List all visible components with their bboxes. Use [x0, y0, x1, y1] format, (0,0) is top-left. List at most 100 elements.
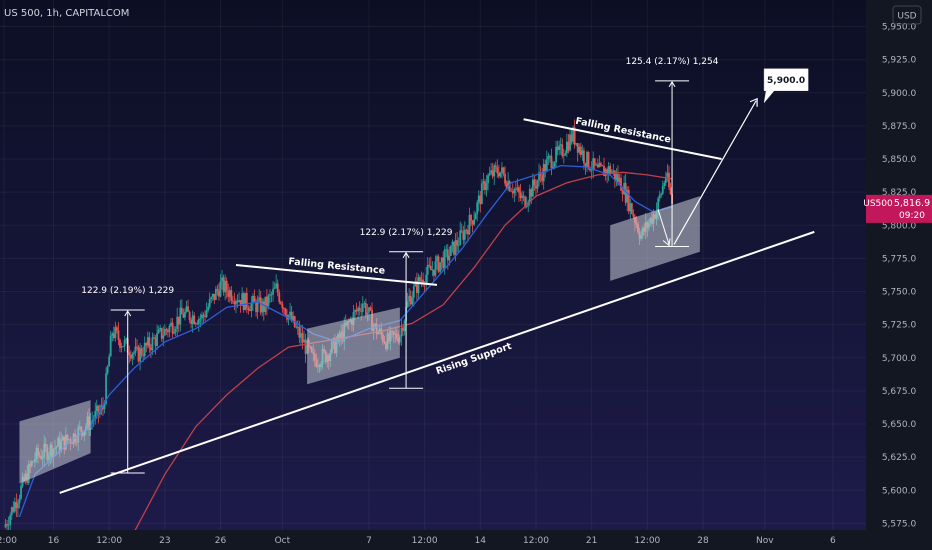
candle-body: [406, 301, 409, 308]
measure-annotation[interactable]: 125.4 (2.17%) 1,254: [626, 57, 719, 247]
candle-body: [216, 288, 219, 291]
candle-body: [518, 187, 520, 193]
candle-body: [663, 182, 666, 186]
candle-body: [207, 307, 210, 311]
candle-body: [443, 249, 446, 269]
candle-body: [276, 283, 279, 293]
candle-body: [575, 143, 578, 145]
candle-body: [479, 195, 482, 205]
candle-body: [556, 146, 559, 151]
candle-body: [168, 325, 171, 333]
candle-body: [177, 316, 180, 325]
candle-body: [173, 331, 176, 334]
candle-body: [462, 231, 465, 240]
candle-body: [586, 151, 588, 167]
candle-body: [550, 155, 553, 169]
candle-body: [411, 297, 414, 305]
price-axis[interactable]: [866, 0, 932, 550]
currency-button[interactable]: USD: [892, 5, 922, 25]
target-price-label: 5,900.0: [767, 76, 805, 86]
candle-body: [545, 159, 548, 172]
y-tick-label: 5,650.0: [882, 420, 917, 430]
rising-support-line[interactable]: [59, 230, 815, 494]
candle-body: [600, 163, 602, 166]
candle-body: [570, 134, 573, 142]
candle-body: [128, 352, 131, 356]
candle-body: [626, 189, 629, 203]
candle-body: [170, 322, 172, 326]
candle-body: [661, 185, 664, 194]
candle-body: [426, 264, 429, 275]
candle-body: [17, 503, 19, 509]
candle-body: [402, 327, 404, 332]
candle-body: [290, 311, 293, 321]
candle-body: [657, 198, 660, 211]
candle-body: [615, 174, 618, 180]
y-tick-label: 5,675.0: [882, 387, 917, 397]
candle-body: [535, 185, 537, 189]
candle-body: [244, 292, 247, 311]
candle-body: [473, 219, 476, 225]
candle-body: [607, 166, 610, 175]
measure-arrowhead: [668, 80, 676, 88]
candle-body: [558, 145, 561, 151]
candle-body: [272, 288, 274, 295]
y-tick-label: 5,575.0: [882, 519, 917, 529]
candle-body: [9, 515, 12, 525]
candle-body: [632, 213, 635, 217]
measure-annotation[interactable]: 122.9 (2.17%) 1,229: [360, 228, 453, 389]
candle-body: [259, 297, 262, 313]
last-price-badge[interactable]: US500 5,816.9 09:20: [863, 194, 932, 223]
candle-body: [269, 294, 271, 296]
candle-body: [154, 338, 157, 346]
candle-body: [218, 290, 220, 297]
candle-body: [188, 311, 191, 321]
candle-body: [612, 170, 615, 172]
candle-body: [190, 320, 193, 324]
candle-body: [552, 166, 554, 169]
candle-body: [450, 245, 452, 256]
projection-down-arrow: [657, 209, 670, 245]
x-tick-label: Nov: [756, 536, 774, 546]
candle-body: [236, 300, 239, 302]
time-axis[interactable]: [0, 530, 932, 550]
candle-body: [94, 411, 97, 420]
candle-body: [139, 348, 141, 362]
candle-body: [202, 314, 205, 316]
candle-body: [255, 301, 257, 313]
target-callout[interactable]: 5,900.0: [763, 68, 809, 104]
candle-body: [618, 177, 621, 183]
measure-annotation[interactable]: 122.9 (2.19%) 1,229: [81, 286, 174, 474]
candle-body: [584, 163, 587, 167]
candle-body: [196, 323, 199, 325]
candle-body: [221, 277, 223, 282]
candle-body: [180, 307, 183, 315]
candle-body: [163, 329, 166, 336]
projection-down-arrowhead: [662, 238, 671, 247]
candle-body: [487, 175, 489, 184]
falling-resistance-2-line[interactable]: [523, 118, 722, 160]
candle-body: [606, 169, 609, 175]
candle-body: [553, 162, 556, 167]
candle-body: [300, 333, 302, 338]
y-tick-label: 5,600.0: [882, 486, 917, 496]
candle-body: [120, 346, 123, 348]
candle-body: [184, 311, 186, 318]
falling-resistance-1-line[interactable]: [235, 264, 438, 286]
candle-body: [281, 303, 284, 309]
y-tick-label: 5,850.0: [882, 155, 917, 165]
candle-body: [593, 158, 596, 166]
candle-body: [412, 286, 415, 298]
candle-body: [496, 167, 499, 174]
countdown-label: 09:20: [899, 211, 925, 221]
candle-body: [541, 175, 544, 182]
candle-body: [185, 306, 188, 312]
candle-body: [445, 249, 448, 251]
candle-body: [253, 295, 256, 302]
candle-body: [505, 183, 508, 189]
candle-body: [617, 174, 619, 183]
candle-body: [589, 168, 591, 171]
